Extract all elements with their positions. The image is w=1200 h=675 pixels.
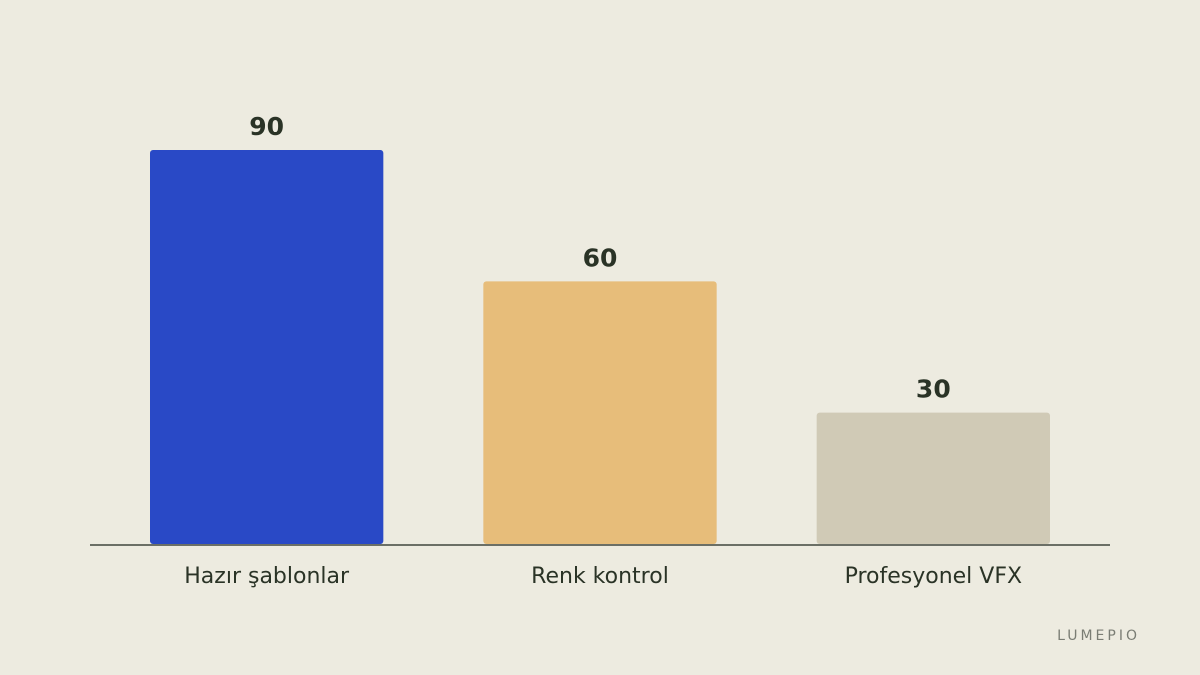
bar <box>150 150 384 544</box>
bar <box>483 281 717 544</box>
x-tick-label: Renk kontrol <box>531 564 669 589</box>
x-tick-label: Hazır şablonlar <box>184 564 350 589</box>
data-label: 60 <box>583 243 618 272</box>
watermark: LUMEPIO <box>1057 628 1140 644</box>
bar <box>816 412 1050 544</box>
x-tick-label: Profesyonel VFX <box>845 564 1022 589</box>
data-label: 90 <box>249 112 284 141</box>
data-label: 30 <box>916 375 951 404</box>
